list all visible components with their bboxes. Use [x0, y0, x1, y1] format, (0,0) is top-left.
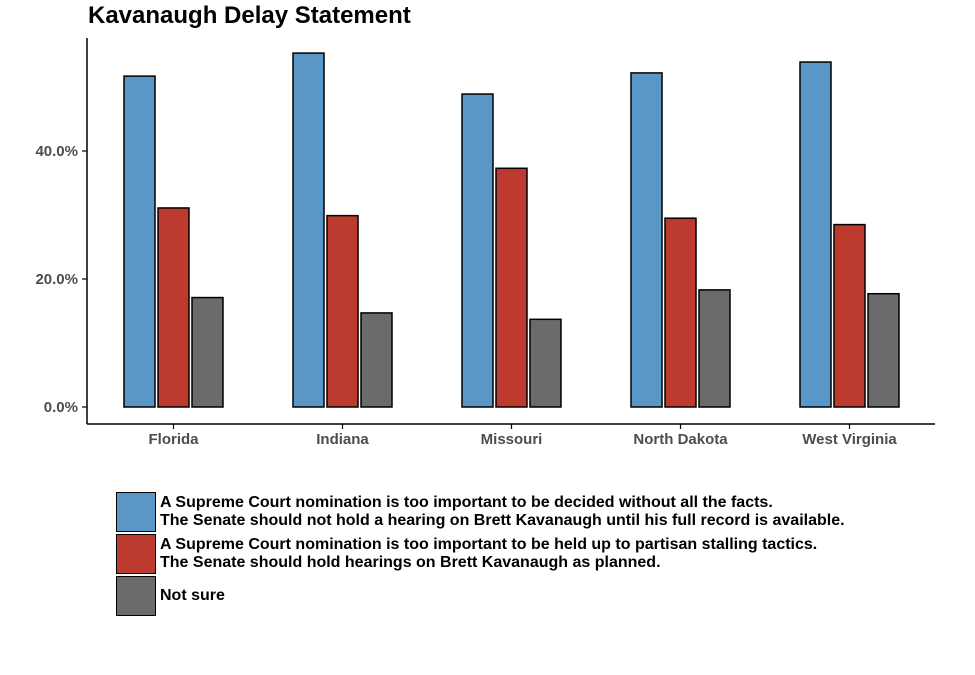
- bar-missouri-series-3: [529, 318, 562, 408]
- legend: A Supreme Court nomination is too import…: [116, 492, 845, 618]
- legend-item-not-sure: Not sure: [116, 576, 845, 616]
- bar-north-dakota-series-3: [698, 289, 731, 408]
- x-tick-label-missouri: Missouri: [481, 431, 543, 448]
- legend-item-hold-hearings: A Supreme Court nomination is too import…: [116, 534, 845, 574]
- y-tick-label: 0.0%: [44, 399, 78, 416]
- legend-swatch-delay: [116, 492, 156, 532]
- bar-indiana-series-2: [326, 214, 359, 408]
- x-tick-label-florida: Florida: [148, 431, 199, 448]
- bar-north-dakota-series-2: [664, 217, 697, 408]
- legend-item-delay: A Supreme Court nomination is too import…: [116, 492, 845, 532]
- bar-west-virginia-series-1: [799, 61, 832, 408]
- legend-label-hold-hearings: A Supreme Court nomination is too import…: [160, 536, 818, 571]
- bar-missouri-series-2: [495, 167, 528, 408]
- bar-chart: Florida Indiana Missouri North Dakota West V…: [35, 38, 935, 448]
- y-tick-label: 20.0%: [35, 271, 78, 288]
- bar-indiana-series-1: [292, 52, 325, 408]
- legend-swatch-hold-hearings: [116, 534, 156, 574]
- x-tick-label-west-virginia: West Virginia: [802, 431, 897, 448]
- bar-indiana-series-3: [360, 312, 393, 408]
- bar-florida-series-1: [123, 75, 156, 408]
- legend-label-delay: A Supreme Court nomination is too import…: [160, 494, 845, 529]
- legend-swatch-not-sure: [116, 576, 156, 616]
- x-tick-label-indiana: Indiana: [316, 431, 369, 448]
- bar-north-dakota-series-1: [630, 72, 663, 408]
- bar-missouri-series-1: [461, 93, 494, 408]
- chart-title: Kavanaugh Delay Statement: [88, 2, 411, 29]
- bar-west-virginia-series-3: [867, 292, 900, 408]
- bar-florida-series-2: [157, 207, 190, 408]
- y-tick-label: 40.0%: [35, 143, 78, 160]
- bar-west-virginia-series-2: [833, 223, 866, 408]
- bar-florida-series-3: [191, 296, 224, 408]
- legend-label-not-sure: Not sure: [160, 587, 225, 604]
- x-tick-label-north-dakota: North Dakota: [633, 431, 728, 448]
